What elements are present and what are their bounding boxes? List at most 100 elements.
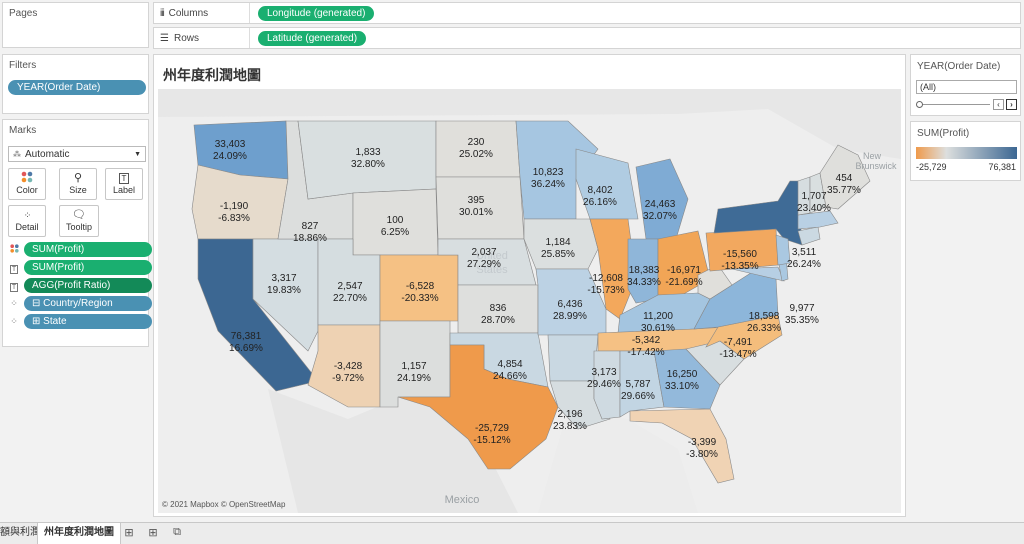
year-slider[interactable]: [916, 100, 990, 110]
state-profit-label: 11,200: [643, 311, 673, 322]
rows-shelf[interactable]: ☰ Rows Latitude (generated): [153, 27, 1021, 49]
canada-land: [158, 89, 901, 159]
tooltip-button[interactable]: 🗨 Tooltip: [59, 205, 99, 237]
profit-ratio-label-pill[interactable]: AGG(Profit Ratio): [24, 278, 152, 293]
state-texas[interactable]: [397, 344, 559, 470]
marks-title: Marks: [9, 125, 37, 136]
longitude-pill[interactable]: Longitude (generated): [258, 6, 375, 21]
mark-card-row: T SUM(Profit): [9, 260, 152, 275]
state-ohio[interactable]: [657, 230, 711, 296]
state-mississippi[interactable]: [593, 350, 621, 420]
new-dashboard-icon[interactable]: ⊞: [148, 527, 158, 539]
state-ratio-label: -13.47%: [719, 349, 756, 360]
state-profit-label: 8,402: [587, 185, 612, 196]
year-prev-button[interactable]: ‹: [993, 99, 1004, 110]
mark-type-dropdown[interactable]: ⁂ Automatic ▼: [8, 146, 146, 162]
state-alabama[interactable]: [619, 350, 665, 418]
new-brunswick-label: New: [863, 151, 882, 161]
state-profit-label: 10,823: [533, 167, 564, 178]
state-profit-label: 3,511: [792, 247, 817, 258]
state-profit-label: -3,399: [688, 437, 717, 448]
color-icon: [9, 244, 19, 255]
country-region-detail-pill[interactable]: ⊟ Country/Region: [24, 296, 152, 311]
state-maryland[interactable]: [731, 266, 785, 282]
state-maine[interactable]: [819, 144, 871, 210]
detail-button[interactable]: ⁘ Detail: [8, 205, 46, 237]
pages-shelf[interactable]: Pages: [2, 2, 149, 48]
state-ratio-label: 29.66%: [621, 391, 655, 402]
state-ratio-label: 30.01%: [459, 207, 493, 218]
state-detail-pill[interactable]: ⊞ State: [24, 314, 152, 329]
tooltip-label: Tooltip: [65, 222, 92, 232]
year-order-date-filter-pill[interactable]: YEAR(Order Date): [8, 80, 146, 95]
state-minnesota[interactable]: [515, 120, 599, 220]
state-profit-label: 827: [302, 221, 319, 232]
state-massachusetts[interactable]: [797, 210, 839, 230]
state-profit-label: 454: [836, 173, 853, 184]
state-ratio-label: 32.80%: [351, 159, 385, 170]
state-michigan[interactable]: [635, 158, 689, 240]
new-brunswick-label: Brunswick: [855, 161, 897, 171]
state-new-jersey[interactable]: [775, 234, 791, 266]
map-attribution: © 2021 Mapbox © OpenStreetMap: [162, 500, 286, 509]
state-ratio-label: 33.10%: [665, 381, 699, 392]
color-button[interactable]: Color: [8, 168, 46, 200]
state-profit-label: 16,250: [667, 369, 698, 380]
state-profit-label: 6,436: [557, 299, 582, 310]
state-ratio-label: 22.70%: [333, 293, 367, 304]
state-ratio-label: 25.85%: [541, 249, 575, 260]
state-connecticut[interactable]: [797, 226, 821, 246]
marks-card: Marks ⁂ Automatic ▼ Color ⚲ Size T Label…: [2, 119, 152, 347]
mark-type-icon: ⁂: [13, 149, 21, 159]
new-story-icon[interactable]: ⧉: [173, 526, 181, 538]
columns-shelf[interactable]: iii Columns Longitude (generated): [153, 2, 1021, 24]
legend-min: -25,729: [916, 162, 947, 172]
chevron-right-icon: ›: [1010, 100, 1013, 109]
year-next-button[interactable]: ›: [1006, 99, 1017, 110]
state-ratio-label: -6.83%: [218, 213, 250, 224]
year-filter-title: YEAR(Order Date): [917, 61, 1001, 72]
state-ratio-label: 23.40%: [797, 203, 831, 214]
color-icon: [9, 171, 45, 185]
rows-icon: ☰: [160, 33, 169, 44]
year-filter-value-box[interactable]: (All): [916, 80, 1017, 94]
state-ratio-label: 24.09%: [213, 151, 247, 162]
mark-card-row: ⁘ ⊞ State: [9, 314, 152, 329]
state-profit-label: 4,854: [497, 359, 522, 370]
state-profit-label: 1,184: [545, 237, 570, 248]
state-ratio-label: -15.12%: [473, 435, 510, 446]
sum-profit-color-pill[interactable]: SUM(Profit): [24, 242, 152, 257]
size-button[interactable]: ⚲ Size: [59, 168, 97, 200]
state-ratio-label: -21.69%: [665, 277, 702, 288]
sheet-tab-state-profit-map[interactable]: 州年度利潤地圖: [37, 523, 121, 544]
state-profit-label: 1,833: [355, 147, 380, 158]
new-worksheet-icon[interactable]: ⊞: [124, 527, 134, 539]
sum-profit-label-pill[interactable]: SUM(Profit): [24, 260, 152, 275]
state-wisconsin[interactable]: [575, 148, 639, 220]
state-profit-label: -12,608: [589, 273, 623, 284]
state-florida[interactable]: [629, 408, 735, 484]
state-profit-label: 33,403: [215, 139, 246, 150]
state-virginia[interactable]: [693, 270, 779, 330]
state-profit-label: 1,707: [801, 191, 826, 202]
profit-color-legend[interactable]: SUM(Profit) -25,729 76,381: [910, 121, 1021, 181]
sheet-tab-sales-profit[interactable]: 額與利潤: [0, 527, 40, 538]
country-region-text: Country/Region: [43, 298, 113, 309]
state-ratio-label: 24.66%: [493, 371, 527, 382]
label-button[interactable]: T Label: [105, 168, 143, 200]
slider-handle[interactable]: [916, 101, 923, 108]
state-profit-label: 395: [468, 195, 485, 206]
map[interactable]: Mexico New Brunswick United States 33,40…: [158, 89, 901, 513]
filters-shelf[interactable]: Filters YEAR(Order Date): [2, 54, 149, 114]
worksheet-title: 州年度利潤地圖: [163, 67, 261, 83]
state-ratio-label: 29.46%: [587, 379, 621, 390]
state-profit-label: 76,381: [231, 331, 262, 342]
state-ratio-label: 32.07%: [643, 211, 677, 222]
state-georgia[interactable]: [653, 348, 721, 410]
tooltip-icon: 🗨: [72, 209, 86, 221]
mark-card-row: SUM(Profit): [9, 242, 152, 257]
legend-max: 76,381: [988, 162, 1016, 172]
chevron-left-icon: ‹: [997, 100, 1000, 109]
label-icon: T: [9, 282, 19, 292]
latitude-pill[interactable]: Latitude (generated): [258, 31, 367, 46]
